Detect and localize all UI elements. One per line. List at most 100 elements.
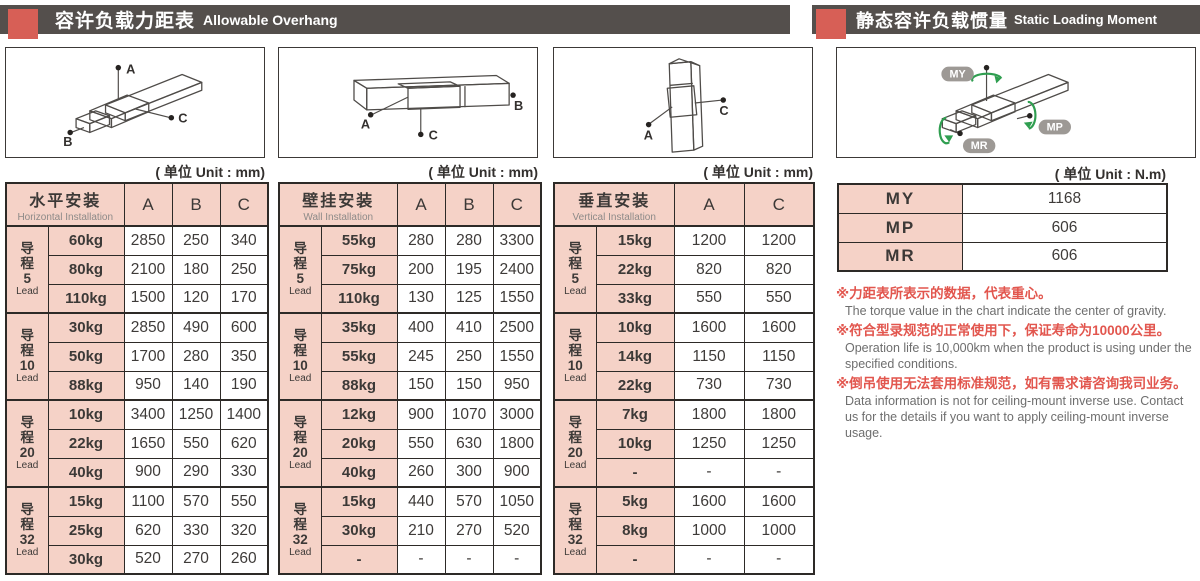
table-row: 导程 32 Lead 5kg 1600 1600 [553,486,815,575]
value-cell: 130 [396,283,446,314]
load-cell: 15kg [47,486,125,517]
moment-value-cell: 606 [962,241,1168,272]
lead-group-cell: 导程 10 Lead [553,312,597,401]
column-header-c: C [743,182,815,227]
table-title-cell: 垂直安装 Vertical Installation [553,182,675,227]
moment-label-my: MY [949,68,966,80]
value-cell: 570 [171,486,221,517]
value-cell: 1050 [492,486,542,517]
value-cell: 2400 [492,254,542,285]
column-header-a: A [396,182,446,227]
load-cell: 88kg [47,370,125,401]
value-cell: 1550 [492,341,542,372]
table-row: 30kg 520 270 260 [6,544,269,575]
table-row: 14kg 1150 1150 [554,341,815,372]
value-cell: 150 [444,370,494,401]
table-row: 导程 10 Lead 10kg 1600 1600 [553,312,815,401]
value-cell: 1200 [743,225,815,256]
dimension-label-a: A [361,117,370,132]
table-row: 导程 20 Lead 12kg 900 1070 3000 [278,399,542,488]
table-row: 导程 5 Lead 55kg 280 280 3300 [278,225,542,314]
load-cell: 25kg [47,515,125,546]
value-cell: 250 [219,254,269,285]
table-row: MR 606 [837,241,1168,272]
value-cell: 3300 [492,225,542,256]
value-cell: 820 [743,254,815,285]
value-cell: 900 [396,399,446,430]
value-cell: 1000 [743,515,815,546]
my-badge [941,66,974,82]
table-row: 55kg 245 250 1550 [279,341,542,372]
value-cell: 1250 [743,428,815,459]
rotation-arrow-icon [971,72,1003,83]
value-cell: 550 [396,428,446,459]
load-cell: 40kg [47,457,125,488]
value-cell: 260 [396,457,446,488]
horizontal-installation-diagram: A C B [5,47,265,158]
moment-label-mr: MR [971,140,988,152]
value-cell: 280 [171,341,221,372]
value-cell: 340 [219,225,269,256]
value-cell: 550 [743,283,815,314]
value-cell: 1800 [492,428,542,459]
table-row: 40kg 260 300 900 [279,457,542,488]
dimension-label-a: A [126,62,135,77]
value-cell: 245 [396,341,446,372]
value-cell: 2850 [123,225,173,256]
table-row: 导程 32 Lead 15kg 440 570 1050 [278,486,542,575]
moment-label-cell: MP [837,212,963,243]
isometric-rail-drawing: A C B [63,62,203,149]
value-cell: 620 [123,515,173,546]
load-cell: 50kg [47,341,125,372]
value-cell: 950 [492,370,542,401]
dimension-label-c: C [719,103,728,118]
value-cell: 1100 [123,486,173,517]
load-cell: 22kg [47,428,125,459]
load-cell: 20kg [320,428,398,459]
value-cell: 550 [673,283,745,314]
static-loading-moment-diagram: MY MP MR [836,47,1196,158]
table-row: 导程 20 Lead 10kg 3400 1250 1400 [5,399,269,488]
value-cell: 280 [444,225,494,256]
table-row: 88kg 950 140 190 [6,370,269,401]
value-cell: 1150 [673,341,745,372]
value-cell: 150 [396,370,446,401]
load-cell: 10kg [595,312,675,343]
mr-badge [962,138,996,154]
value-cell: - [444,544,494,575]
table-row: 25kg 620 330 320 [6,515,269,546]
load-cell: 40kg [320,457,398,488]
value-cell: 1650 [123,428,173,459]
moment-label-mp: MP [1047,121,1063,133]
load-cell: 35kg [320,312,398,343]
lead-group-cell: 导程 10 Lead [5,312,49,401]
vertical-installation-table: 垂直安装 Vertical Installation A C 导程 5 Lead 15kg 12… [553,182,815,575]
value-cell: 490 [171,312,221,343]
load-cell: - [595,457,675,488]
load-cell: 15kg [595,225,675,256]
lead-group-cell: 导程 5 Lead [553,225,597,314]
section-title-en: Static Loading Moment [1014,12,1157,27]
section-title-zh: 容许负载力距表 [55,11,196,32]
value-cell: - [396,544,446,575]
footnotes: ※力距表所表示的数据，代表重心。 The torque value in the… [836,284,1198,443]
lead-group-cell: 导程 5 Lead [5,225,49,314]
value-cell: 1200 [673,225,745,256]
value-cell: 1000 [673,515,745,546]
value-cell: 3000 [492,399,542,430]
load-cell: 88kg [320,370,398,401]
value-cell: 1700 [123,341,173,372]
unit-label-nm: ( 单位 Unit : N.m) [1054,166,1166,182]
value-cell: 1600 [673,312,745,343]
note-en: Operation life is 10,000km when the prod… [845,341,1192,371]
value-cell: 190 [219,370,269,401]
table-row: ---- [279,544,542,575]
value-cell: 1250 [673,428,745,459]
value-cell: - [743,544,815,575]
lead-group-cell: 导程 20 Lead [553,399,597,488]
table-row: MP 606 [837,212,1168,243]
table-row: 110kg 130 125 1550 [279,283,542,314]
mp-badge [1038,119,1071,135]
value-cell: - [743,457,815,488]
